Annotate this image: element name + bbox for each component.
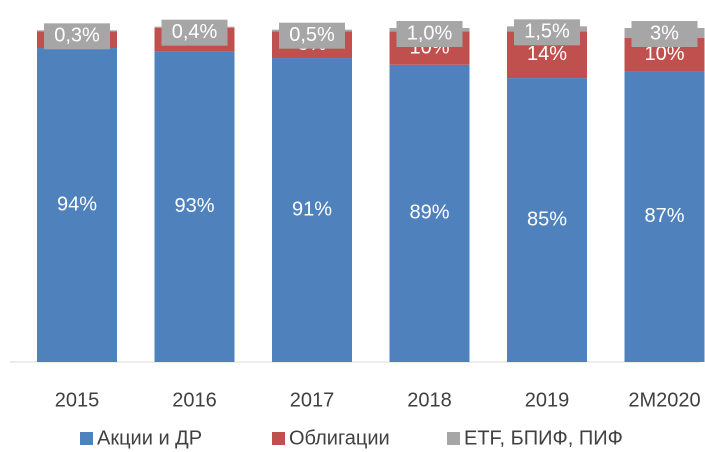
bar-segment xyxy=(389,64,470,363)
x-tick-label: 2018 xyxy=(407,389,452,411)
data-label: 0,4% xyxy=(172,21,218,43)
data-label: 89% xyxy=(409,202,449,224)
label-box xyxy=(279,22,345,49)
data-label: 10% xyxy=(644,43,684,65)
data-label: 91% xyxy=(292,198,332,220)
data-label: 1,5% xyxy=(524,21,570,43)
bar-segment xyxy=(272,58,352,363)
x-tick-label: 2019 xyxy=(525,389,570,411)
data-label: 87% xyxy=(644,205,684,227)
data-label: 14% xyxy=(527,43,567,65)
label-box xyxy=(44,23,110,50)
data-label: 0,3% xyxy=(54,25,100,47)
label-box xyxy=(396,21,463,47)
legend-label: Акции и ДР xyxy=(97,427,202,449)
legend-label: Облигации xyxy=(289,427,390,449)
data-label: 1,0% xyxy=(407,22,453,44)
bar-segment xyxy=(624,71,705,363)
x-tick-label: 2017 xyxy=(290,389,335,411)
x-tick-label: 2M2020 xyxy=(628,389,700,411)
x-tick-label: 2015 xyxy=(55,389,100,411)
legend-label: ETF, БПИФ, ПИФ xyxy=(464,427,623,449)
bar-segment xyxy=(154,51,235,362)
bar-segment xyxy=(37,48,117,362)
label-box xyxy=(631,21,698,47)
legend-swatch xyxy=(272,432,285,445)
data-label: 93% xyxy=(174,195,214,217)
legend-swatch xyxy=(447,432,460,445)
label-box xyxy=(514,19,580,46)
x-tick-label: 2016 xyxy=(172,389,217,411)
label-box xyxy=(161,19,228,46)
data-label: 85% xyxy=(527,208,567,230)
data-label: 3% xyxy=(650,22,679,44)
data-label: 0,5% xyxy=(289,24,335,46)
legend-swatch xyxy=(80,432,93,445)
bar-segment xyxy=(507,78,587,362)
data-label: 94% xyxy=(57,193,97,215)
